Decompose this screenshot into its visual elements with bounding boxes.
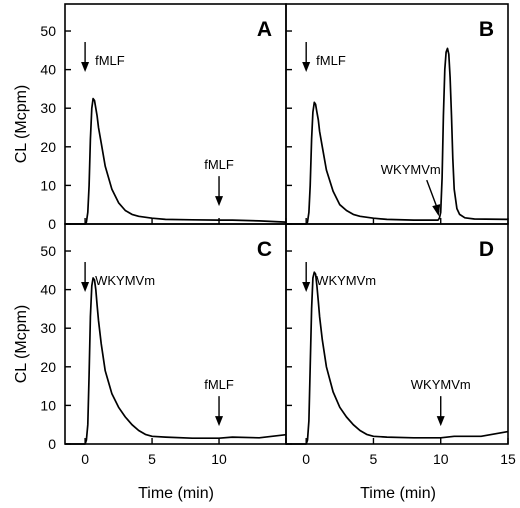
x-axis-label-left: Time (min) <box>138 485 214 502</box>
series-line <box>65 97 287 225</box>
x-tick-label: 0 <box>302 451 310 467</box>
stimulus-annotation: fMLF <box>81 42 125 72</box>
x-tick-label: 5 <box>148 451 156 467</box>
x-tick-label: 0 <box>81 451 89 467</box>
x-axis-label-right: Time (min) <box>360 485 436 502</box>
stimulus-annotation: WKYMVm <box>302 262 376 292</box>
panel-frame <box>285 3 509 225</box>
arrow-head <box>215 416 224 427</box>
stimulus-annotation: fMLF <box>204 377 234 427</box>
arrow-head <box>432 204 441 217</box>
annotation-label: fMLF <box>316 53 346 68</box>
arrow-head <box>215 196 224 207</box>
y-axis-label-top: CL (Mcpm) <box>13 85 30 164</box>
annotation-label: fMLF <box>204 377 234 392</box>
x-tick-label: 10 <box>433 451 449 467</box>
stimulus-annotation: WKYMVm <box>81 262 155 292</box>
annotation-label: WKYMVm <box>95 273 155 288</box>
y-axis-label-bottom: CL (Mcpm) <box>13 305 30 384</box>
y-tick-label: 0 <box>48 436 56 452</box>
panel-frame <box>285 223 509 445</box>
x-tick-label: 15 <box>500 451 516 467</box>
stimulus-annotation: WKYMVm <box>411 377 471 427</box>
y-tick-label: 10 <box>40 397 56 413</box>
annotation-label: fMLF <box>95 53 125 68</box>
y-tick-label: 50 <box>40 23 56 39</box>
panel-letter: D <box>479 238 494 261</box>
panel-d: 0 5 10 15 D WKYMVm WKYMVm <box>285 223 516 467</box>
stimulus-annotation: fMLF <box>204 157 234 207</box>
x-tick-label: 10 <box>211 451 227 467</box>
y-tick-label: 30 <box>40 100 56 116</box>
stimulus-annotation: WKYMVm <box>381 162 441 217</box>
panel-frame <box>64 223 287 445</box>
y-tick-label: 20 <box>40 139 56 155</box>
panel-letter: C <box>257 238 272 261</box>
annotation-label: fMLF <box>204 157 234 172</box>
y-tick-label: 0 <box>48 216 56 232</box>
annotation-label: WKYMVm <box>381 162 441 177</box>
y-tick-label: 20 <box>40 359 56 375</box>
y-tick-label: 50 <box>40 243 56 259</box>
y-tick-label: 40 <box>40 62 56 78</box>
panel-letter: B <box>479 18 494 41</box>
series-line <box>286 271 509 445</box>
arrow-head <box>81 282 90 292</box>
x-tick-label: 5 <box>370 451 378 467</box>
panel-c: 0 10 20 30 40 50 0 5 10 C WKYMVm fMLF <box>40 223 287 467</box>
arrow-head <box>81 62 90 72</box>
panel-frame <box>64 3 287 225</box>
annotation-label: WKYMVm <box>411 377 471 392</box>
stimulus-annotation: fMLF <box>302 42 346 72</box>
annotation-label: WKYMVm <box>316 273 376 288</box>
y-tick-label: 30 <box>40 320 56 336</box>
panel-letter: A <box>257 18 272 41</box>
series-line <box>286 47 509 225</box>
y-tick-label: 40 <box>40 282 56 298</box>
arrow-head <box>436 416 445 427</box>
arrow-head <box>302 282 311 292</box>
series-line <box>65 277 287 445</box>
y-tick-label: 10 <box>40 177 56 193</box>
arrow-head <box>302 62 311 72</box>
